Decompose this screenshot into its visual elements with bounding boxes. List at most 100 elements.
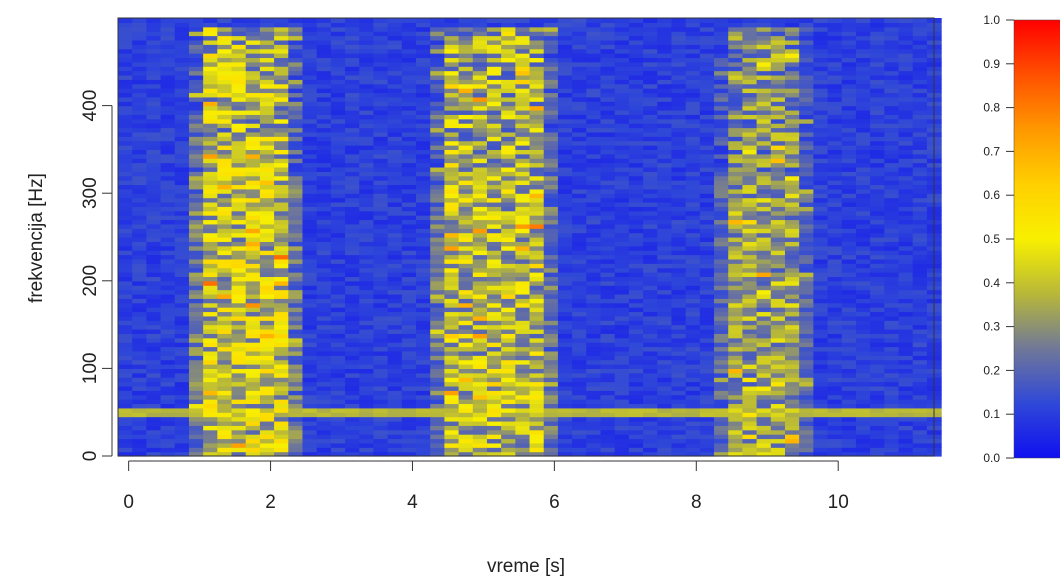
heatmap-cell <box>330 92 346 98</box>
heatmap-cell <box>799 184 814 190</box>
heatmap-cell <box>174 447 190 453</box>
heatmap-cell <box>245 250 261 256</box>
heatmap-cell <box>373 385 389 391</box>
heatmap-cell <box>259 201 275 207</box>
heatmap-cell <box>231 48 247 54</box>
heatmap-cell <box>387 364 403 369</box>
heatmap-cell <box>756 293 772 299</box>
heatmap-cell <box>231 140 247 146</box>
heatmap-cell <box>430 438 445 444</box>
heatmap-cell <box>146 123 162 129</box>
heatmap-cell <box>628 201 644 207</box>
heatmap-cell <box>799 83 814 89</box>
heatmap-cell <box>756 88 772 94</box>
heatmap-cell <box>132 403 147 409</box>
heatmap-cell <box>458 328 474 334</box>
heatmap-cell <box>657 35 673 41</box>
heatmap-cell <box>543 188 559 194</box>
heatmap-cell <box>231 280 247 286</box>
heatmap-cell <box>259 263 275 269</box>
heatmap-cell <box>274 53 289 59</box>
heatmap-cell <box>543 201 559 207</box>
heatmap-cell <box>657 394 673 400</box>
heatmap-cell <box>756 175 772 181</box>
heatmap-cell <box>203 342 218 348</box>
heatmap-cell <box>799 394 814 400</box>
heatmap-cell <box>118 44 133 50</box>
heatmap-cell <box>799 88 814 94</box>
heatmap-cell <box>302 228 318 234</box>
heatmap-cell <box>118 399 133 405</box>
heatmap-cell <box>188 131 204 137</box>
heatmap-cell <box>799 35 814 41</box>
heatmap-cell <box>288 346 304 352</box>
heatmap-cell <box>444 298 460 304</box>
heatmap-cell <box>217 442 233 448</box>
heatmap-cell <box>416 412 431 418</box>
heatmap-cell <box>217 276 233 282</box>
heatmap-cell <box>756 241 772 247</box>
heatmap-cell <box>657 416 673 422</box>
heatmap-cell <box>330 215 346 221</box>
heatmap-cell <box>259 145 275 150</box>
heatmap-cell <box>714 18 729 23</box>
heatmap-cell <box>174 215 190 221</box>
heatmap-cell <box>231 447 247 453</box>
heatmap-cell <box>628 337 644 343</box>
heatmap-cell <box>345 66 360 72</box>
heatmap-cell <box>274 311 289 317</box>
heatmap-cell <box>472 210 488 216</box>
heatmap-cell <box>416 276 431 282</box>
heatmap-cell <box>614 350 630 356</box>
heatmap-cell <box>302 333 318 339</box>
heatmap-cell <box>231 22 247 28</box>
heatmap-cell <box>373 438 389 444</box>
heatmap-cell <box>373 364 389 369</box>
heatmap-cell <box>373 79 389 85</box>
heatmap-cell <box>458 83 474 89</box>
heatmap-cell <box>274 22 289 28</box>
heatmap-cell <box>714 359 729 365</box>
heatmap-cell <box>813 114 829 120</box>
heatmap-cell <box>486 180 502 186</box>
heatmap-cell <box>302 302 318 308</box>
heatmap-cell <box>174 394 190 400</box>
heatmap-cell <box>458 276 474 282</box>
heatmap-cell <box>316 315 332 321</box>
heatmap-cell <box>699 315 715 321</box>
heatmap-cell <box>458 61 474 67</box>
heatmap-cell <box>472 140 488 146</box>
heatmap-cell <box>685 140 701 146</box>
heatmap-cell <box>813 83 829 89</box>
heatmap-cell <box>657 114 673 120</box>
heatmap-cell <box>359 210 375 216</box>
heatmap-cell <box>302 289 318 295</box>
heatmap-cell <box>316 61 332 67</box>
heatmap-cell <box>118 184 133 190</box>
heatmap-cell <box>572 48 587 54</box>
heatmap-cell <box>288 92 304 98</box>
heatmap-cell <box>699 193 715 199</box>
heatmap-cell <box>458 451 474 457</box>
heatmap-cell <box>302 237 318 242</box>
heatmap-cell <box>671 311 687 317</box>
heatmap-cell <box>444 92 460 98</box>
heatmap-cell <box>132 355 147 361</box>
heatmap-cell <box>628 390 644 396</box>
heatmap-cell <box>174 241 190 247</box>
heatmap-cell <box>188 298 204 304</box>
heatmap-cell <box>742 197 758 203</box>
heatmap-cell <box>188 219 204 225</box>
heatmap-cell <box>472 250 488 256</box>
heatmap-cell <box>628 44 644 50</box>
heatmap-cell <box>770 385 786 391</box>
heatmap-cell <box>217 390 233 396</box>
heatmap-cell <box>572 237 587 242</box>
heatmap-cell <box>714 74 729 80</box>
heatmap-cell <box>430 416 445 422</box>
heatmap-cell <box>572 158 587 164</box>
heatmap-cell <box>557 175 573 181</box>
heatmap-cell <box>387 425 403 431</box>
heatmap-cell <box>714 245 729 251</box>
heatmap-cell <box>132 123 147 129</box>
